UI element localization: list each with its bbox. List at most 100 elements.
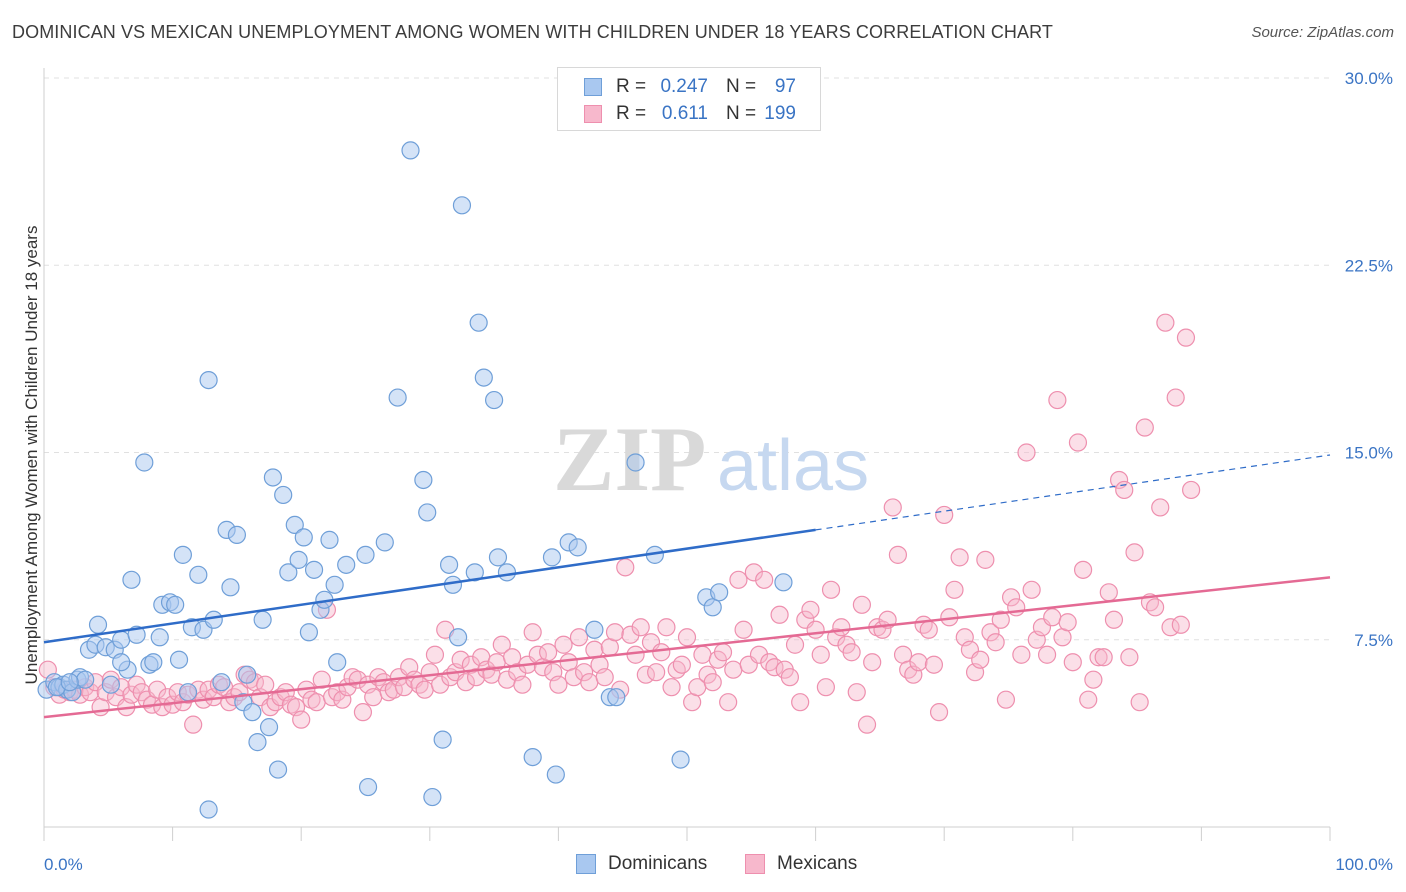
dominicans-trend-extension [815,454,1331,531]
mexicans-point [847,683,866,702]
mexicans-point [1166,388,1185,407]
mexicans-point [1135,418,1154,437]
dominicans-point [135,453,154,472]
dominicans-point [221,578,240,597]
mexicans-point [1146,598,1165,617]
mexicans-point [662,678,681,697]
mexicans-point [816,678,835,697]
mexicans-point [744,563,763,582]
mexicans-point [785,635,805,654]
dominicans-point [259,718,279,737]
mexicans-point [430,675,450,694]
mexicans-point [703,673,722,692]
mexicans-point [929,703,949,722]
mexicans-point [899,660,918,679]
dominicans-point [169,650,189,669]
dominicans-point [626,453,645,472]
mexicans-point [1171,615,1190,634]
mexicans-point [549,675,568,694]
watermark-atlas: atlas [717,426,869,506]
chart-title: DOMINICAN VS MEXICAN UNEMPLOYMENT AMONG … [12,22,1053,42]
mexicans-point [950,548,969,567]
dominicans-point [542,548,562,567]
dominicans-point [774,573,793,592]
trend-lines [43,454,1331,719]
mexicans-point [986,633,1005,652]
dominicans-point [112,630,131,649]
mexicans-point [631,618,650,637]
legend-r-value: 0.247 [660,76,708,97]
mexicans-point [415,680,434,699]
y-tick-label: 22.5% [1345,256,1393,275]
mexicans-point [1022,580,1041,599]
mexicans-point [1084,670,1103,689]
mexicans-point [539,643,558,662]
legend-n-value: 97 [774,76,796,97]
mexicans-point [821,580,841,599]
mexicans-point [1089,648,1108,667]
dominicans-point [253,610,272,629]
mexicans-point [466,668,486,687]
mexicans-point [513,675,532,694]
dominicans-point [294,528,313,547]
mexicans-point [1068,433,1088,452]
mexicans-point [919,620,938,639]
mexicans-point [924,655,944,674]
mexicans-point [760,653,779,672]
source-label: Source: ZipAtlas.com [1251,24,1394,41]
dominicans-point [299,623,319,642]
mexicans-point [605,623,625,642]
mexicans-point [1001,588,1021,607]
dominicans-point [469,313,488,332]
mexicans-point [755,570,774,589]
dominicans-point [585,620,604,639]
dominicans-point [452,196,472,215]
mexicans-point [1120,648,1139,667]
mexicans-point [780,668,799,687]
mexicans-point [1125,543,1144,562]
legend-r-label: R = [616,76,647,97]
mexicans-point [976,550,995,569]
dominicans-point [523,747,542,767]
dominicans-point [122,570,141,589]
mexicans-point [1109,470,1129,490]
mexicans-point [1079,690,1098,709]
mexicans-point [569,628,589,647]
dominicans-point [474,368,493,387]
mexicans-point [1073,560,1093,579]
mexicans-point [575,663,594,682]
mexicans-point [456,673,475,692]
mexicans-point [1094,648,1113,667]
mexicans-point [801,600,820,619]
legend-row-dominicans: R = 0.247 N = 97 [558,74,820,100]
legend-r-value: 0.611 [661,103,708,124]
mexicans-point [713,643,733,662]
dominicans-trend-line [43,528,816,644]
mexicans-point [621,625,640,644]
dominicans-swatch [584,78,602,96]
mexicans-point [971,650,990,669]
mexicans-point [996,690,1016,709]
dominicans-point [568,538,587,557]
dominicans-point [212,673,231,692]
mexicans-point [657,618,676,637]
mexicans-legend-swatch [745,854,765,874]
dominicans-point [279,563,298,582]
legend-n-label: N = [726,103,757,124]
mexicans-point [945,580,964,599]
dominicans-point [710,583,729,602]
mexicans-point [842,643,861,662]
mexicans-point [1012,645,1031,664]
dominicans-point [607,688,626,707]
series-legend: Dominicans Mexicans [0,852,1406,878]
dominicans-point [546,765,565,784]
dominicans-point [178,683,198,702]
dominicans-points [37,141,793,819]
mexicans-point [647,663,666,682]
dominicans-point [356,545,375,564]
legend-row-mexicans: R = 0.611 N = 199 [558,101,820,127]
dominicans-point [199,800,218,819]
dominicans-point [433,730,452,749]
dominicans-point [320,530,339,549]
